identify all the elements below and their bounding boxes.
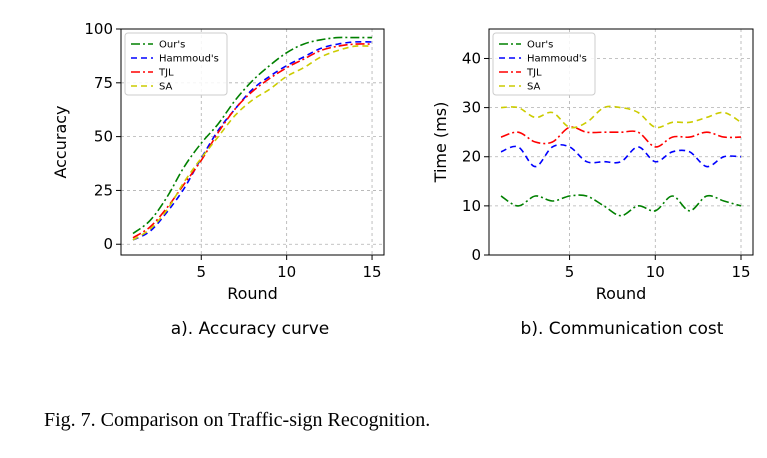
legend-label: Our's	[159, 40, 185, 51]
plot-frame	[120, 28, 385, 256]
y-axis-label: Time (ms)	[431, 102, 450, 184]
y-axis-label: Accuracy	[51, 105, 70, 178]
legend-label: SA	[527, 82, 541, 93]
legend: Our's Hammoud's TJL SA	[124, 32, 228, 96]
x-tick-label: 10	[277, 263, 296, 281]
legend-label: TJL	[158, 68, 174, 79]
series-line-1	[132, 36, 372, 235]
x-tick-label: 15	[731, 263, 750, 281]
y-tick-label: 75	[94, 74, 113, 92]
series-line-4	[500, 105, 742, 129]
y-tick-label: 10	[462, 197, 481, 215]
x-axis-label: Round	[596, 284, 647, 303]
y-tick-label: 0	[103, 235, 113, 253]
legend-box	[124, 32, 228, 96]
y-tick-label: 25	[94, 181, 113, 199]
series-line-2	[500, 143, 742, 168]
series-line-2	[132, 40, 373, 241]
y-tick-label: 100	[84, 20, 113, 38]
legend-label: Hammoud's	[527, 54, 587, 65]
series-line-1	[500, 194, 742, 217]
y-tick-label: 20	[462, 148, 481, 166]
communication-cost-chart: 5 10 15 0 10 20 30 40 Round Time (ms) Our's Hammoud…	[431, 28, 754, 303]
y-tick-label: 50	[94, 128, 113, 146]
subcaption-accuracy: a). Accuracy curve	[171, 319, 330, 339]
legend-label: SA	[159, 82, 173, 93]
y-tick-label: 0	[471, 246, 481, 264]
accuracy-chart: 5 10 15 0 25 50 75 100 Round Accuracy Our's Hammoud…	[51, 20, 385, 303]
y-tick-label: 30	[462, 99, 481, 117]
series-line-4	[132, 45, 373, 241]
figure-caption: Fig. 7. Comparison on Traffic-sign Recog…	[44, 409, 431, 431]
x-tick-label: 10	[646, 263, 665, 281]
series-line-3	[132, 43, 373, 239]
legend: Our's Hammoud's TJL SA	[492, 32, 596, 96]
subcaption-communication: b). Communication cost	[521, 319, 724, 339]
x-tick-label: 5	[196, 263, 206, 281]
y-tick-label: 40	[462, 49, 481, 67]
x-axis-label: Round	[227, 284, 278, 303]
x-tick-label: 5	[565, 263, 575, 281]
series-line-3	[500, 126, 742, 148]
legend-box	[492, 32, 596, 96]
x-tick-label: 15	[362, 263, 381, 281]
plot-frame	[488, 28, 754, 256]
legend-label: Our's	[527, 40, 553, 51]
legend-label: TJL	[526, 68, 542, 79]
legend-label: Hammoud's	[159, 54, 219, 65]
